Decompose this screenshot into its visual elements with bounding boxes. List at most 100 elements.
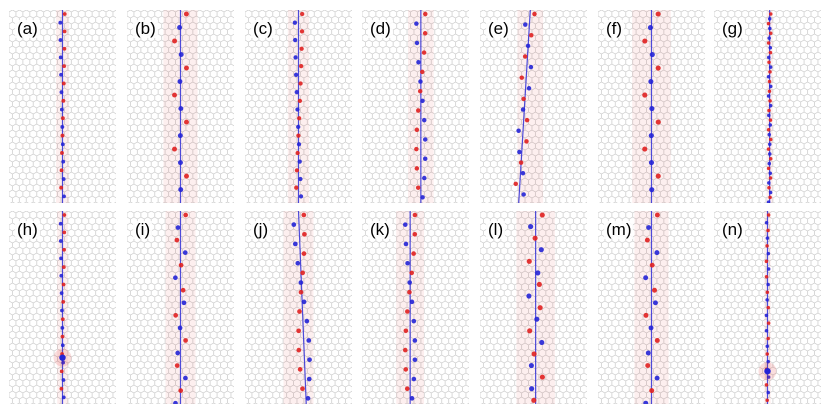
charge-site: [302, 231, 307, 237]
charge-site: [416, 108, 421, 113]
charge-site: [59, 386, 64, 391]
charge-site: [769, 84, 773, 89]
boundary-glow: [517, 10, 544, 203]
charge-site: [411, 318, 417, 324]
charge-site: [412, 232, 418, 237]
charge-site: [768, 70, 772, 74]
charge-site: [643, 312, 649, 318]
charge-site: [418, 79, 423, 84]
honeycomb-lattice: [127, 10, 234, 203]
charge-site: [417, 88, 423, 94]
charge-site: [420, 98, 425, 104]
panel-l: (l): [480, 211, 587, 404]
charge-site: [182, 250, 188, 255]
charge-site: [414, 127, 420, 133]
charge-site: [519, 75, 525, 80]
charge-site: [766, 336, 770, 341]
charge-site: [58, 239, 63, 243]
charge-site: [298, 194, 304, 199]
charge-site: [297, 159, 302, 164]
charge-site: [517, 149, 522, 155]
charge-site: [766, 74, 771, 79]
charge-site: [766, 94, 771, 98]
charge-site: [768, 156, 773, 161]
charge-site: [422, 137, 428, 142]
charge-site: [768, 12, 773, 16]
charge-site: [768, 176, 773, 180]
charge-site: [296, 142, 302, 147]
charge-site: [174, 363, 180, 368]
charge-site: [59, 185, 64, 190]
panel-label: (b): [133, 19, 158, 38]
panel-a: (a): [9, 10, 116, 203]
charge-site: [297, 98, 303, 103]
grain-boundary-line: [518, 10, 531, 203]
charge-site: [768, 103, 773, 108]
honeycomb-lattice: [362, 211, 469, 404]
charge-site: [301, 251, 307, 256]
charge-site: [767, 113, 771, 118]
charge-site: [766, 251, 771, 256]
charge-site: [58, 55, 63, 60]
charge-site: [766, 166, 771, 171]
charge-site: [409, 299, 415, 305]
charge-site: [421, 50, 427, 55]
charge-site: [526, 86, 532, 91]
charge-site: [175, 350, 181, 356]
charge-site: [766, 213, 771, 217]
charge-site: [294, 168, 300, 173]
panel-label: (h): [15, 220, 40, 239]
charge-site: [295, 150, 300, 156]
charge-site: [654, 212, 660, 218]
charge-site: [422, 31, 428, 36]
panel-label: (m): [604, 220, 634, 239]
charge-site: [648, 133, 654, 139]
charge-site: [644, 237, 650, 243]
charge-site: [301, 299, 307, 305]
charge-site: [528, 64, 534, 70]
charge-site: [768, 195, 772, 200]
charge-site: [293, 37, 298, 43]
charge-site: [767, 108, 771, 113]
charge-site: [768, 190, 773, 195]
charge-site: [766, 41, 771, 45]
charge-site: [539, 339, 545, 345]
charge-site: [647, 24, 654, 31]
charge-site: [516, 128, 521, 133]
charge-site: [298, 176, 303, 182]
charge-site: [532, 235, 538, 241]
charge-site: [293, 55, 298, 60]
charge-site: [180, 287, 186, 293]
charge-site: [422, 175, 427, 181]
charge-site: [60, 343, 65, 348]
charge-site: [529, 32, 534, 38]
charge-site: [61, 299, 66, 304]
charge-site: [526, 258, 532, 264]
panel-label: (i): [133, 220, 153, 239]
lattice-background: [480, 211, 587, 404]
charge-site: [307, 357, 312, 363]
charge-site: [768, 50, 773, 55]
charge-site: [60, 142, 65, 147]
charge-site: [767, 185, 771, 190]
charge-site: [642, 92, 648, 98]
charge-site: [405, 309, 410, 314]
charge-site: [61, 177, 66, 181]
charge-site: [299, 29, 305, 34]
honeycomb-lattice: [245, 211, 352, 404]
charge-site: [767, 17, 772, 21]
charge-site: [411, 376, 417, 382]
charge-site: [60, 308, 64, 313]
charge-site: [764, 329, 769, 333]
charge-site: [178, 52, 184, 57]
charge-site: [298, 280, 304, 285]
charge-site: [537, 305, 543, 311]
charge-site: [59, 90, 64, 95]
charge-site: [409, 270, 415, 276]
charge-site: [407, 289, 412, 295]
charge-site: [178, 262, 184, 268]
panel-m: (m): [598, 211, 705, 404]
charge-site: [649, 388, 655, 394]
charge-site: [767, 132, 771, 137]
charge-site: [403, 241, 409, 247]
